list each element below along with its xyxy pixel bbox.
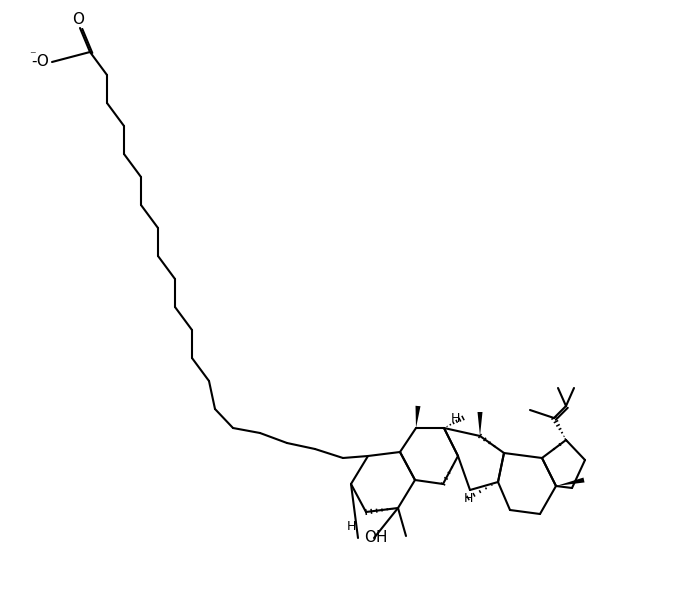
Text: O: O <box>72 12 84 27</box>
Polygon shape <box>556 477 585 486</box>
Polygon shape <box>477 412 483 436</box>
Polygon shape <box>416 406 421 428</box>
Text: H: H <box>463 492 472 504</box>
Text: ⁻: ⁻ <box>28 50 35 62</box>
Text: -O: -O <box>31 55 49 69</box>
Text: H: H <box>450 412 460 425</box>
Text: H: H <box>346 519 356 533</box>
Text: OH: OH <box>364 531 387 546</box>
